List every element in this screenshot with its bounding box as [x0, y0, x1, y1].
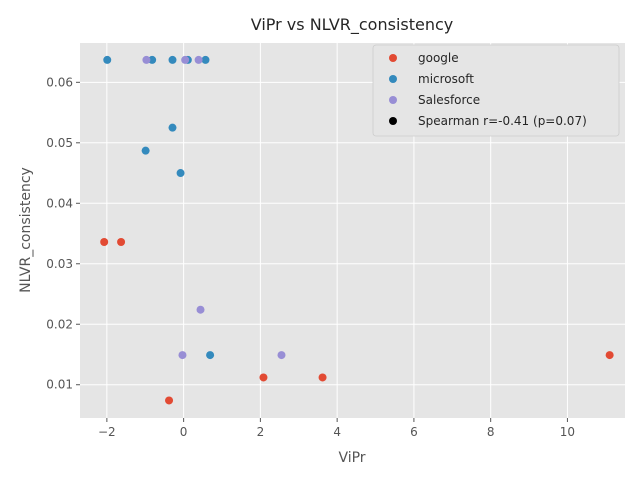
- point-microsoft: [141, 146, 150, 155]
- point-microsoft: [148, 55, 157, 64]
- y-axis-label: NLVR_consistency: [18, 167, 34, 293]
- point-microsoft: [201, 55, 210, 64]
- point-google: [318, 373, 327, 382]
- point-salesforce: [196, 305, 205, 314]
- point-microsoft: [206, 351, 215, 360]
- point-google: [117, 237, 126, 246]
- point-salesforce: [142, 55, 151, 64]
- x-tick-label: −2: [98, 425, 116, 439]
- data-points: [100, 55, 614, 405]
- x-tick-label: 10: [560, 425, 575, 439]
- x-tick-label: 0: [180, 425, 188, 439]
- x-tick-label: 2: [257, 425, 265, 439]
- point-salesforce: [178, 351, 187, 360]
- x-tick-label: 6: [410, 425, 418, 439]
- grid-lines: [80, 43, 625, 418]
- point-salesforce: [181, 55, 190, 64]
- y-tick-label: 0.02: [46, 317, 73, 331]
- chart-title: ViPr vs NLVR_consistency: [251, 15, 454, 35]
- y-tick-label: 0.05: [46, 136, 73, 150]
- legend-marker-microsoft: [389, 75, 397, 83]
- x-tick-label: 4: [333, 425, 341, 439]
- y-tick-label: 0.04: [46, 196, 73, 210]
- legend-label-spearman: Spearman r=-0.41 (p=0.07): [418, 114, 587, 128]
- legend-label-microsoft: microsoft: [418, 72, 474, 86]
- legend-marker-salesforce: [389, 96, 397, 104]
- point-google: [259, 373, 268, 382]
- legend-marker-spearman: [389, 117, 397, 125]
- y-tick-label: 0.06: [46, 75, 73, 89]
- legend-frame: [372, 44, 620, 137]
- y-tick-label: 0.01: [46, 378, 73, 392]
- point-salesforce: [277, 351, 286, 360]
- x-tick-label: 8: [487, 425, 495, 439]
- point-microsoft: [168, 123, 177, 132]
- x-axis-ticks: −2 0 2 4 6 8 10: [98, 418, 575, 439]
- point-microsoft: [168, 55, 177, 64]
- legend-label-salesforce: Salesforce: [418, 93, 480, 107]
- point-google: [100, 237, 109, 246]
- x-axis-label: ViPr: [338, 450, 365, 466]
- legend: google microsoft Salesforce Spearman r=-…: [372, 44, 620, 137]
- legend-marker-google: [389, 54, 397, 62]
- point-google: [165, 396, 174, 405]
- y-axis-ticks: 0.01 0.02 0.03 0.04 0.05 0.06: [46, 75, 80, 392]
- y-tick-label: 0.03: [46, 257, 73, 271]
- point-google: [605, 351, 614, 360]
- point-microsoft: [103, 55, 112, 64]
- legend-label-google: google: [418, 51, 459, 65]
- point-salesforce: [194, 55, 203, 64]
- point-microsoft: [176, 169, 185, 178]
